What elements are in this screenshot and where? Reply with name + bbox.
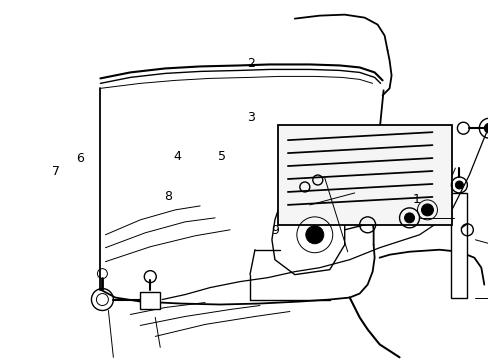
Text: 6: 6	[76, 152, 84, 165]
Text: 3: 3	[246, 111, 254, 124]
Text: 1: 1	[412, 193, 420, 206]
Circle shape	[454, 181, 463, 189]
Text: 5: 5	[217, 150, 225, 163]
Bar	[277, 125, 451, 225]
Circle shape	[421, 204, 432, 216]
Polygon shape	[271, 205, 344, 275]
Bar	[450, 193, 467, 298]
Text: 8: 8	[163, 190, 172, 203]
Circle shape	[305, 226, 323, 244]
Text: 4: 4	[173, 150, 182, 163]
Circle shape	[483, 123, 488, 133]
Text: 7: 7	[52, 165, 60, 177]
Text: 9: 9	[271, 224, 279, 237]
Circle shape	[404, 213, 414, 223]
Text: 2: 2	[246, 57, 254, 70]
Bar	[140, 292, 160, 310]
